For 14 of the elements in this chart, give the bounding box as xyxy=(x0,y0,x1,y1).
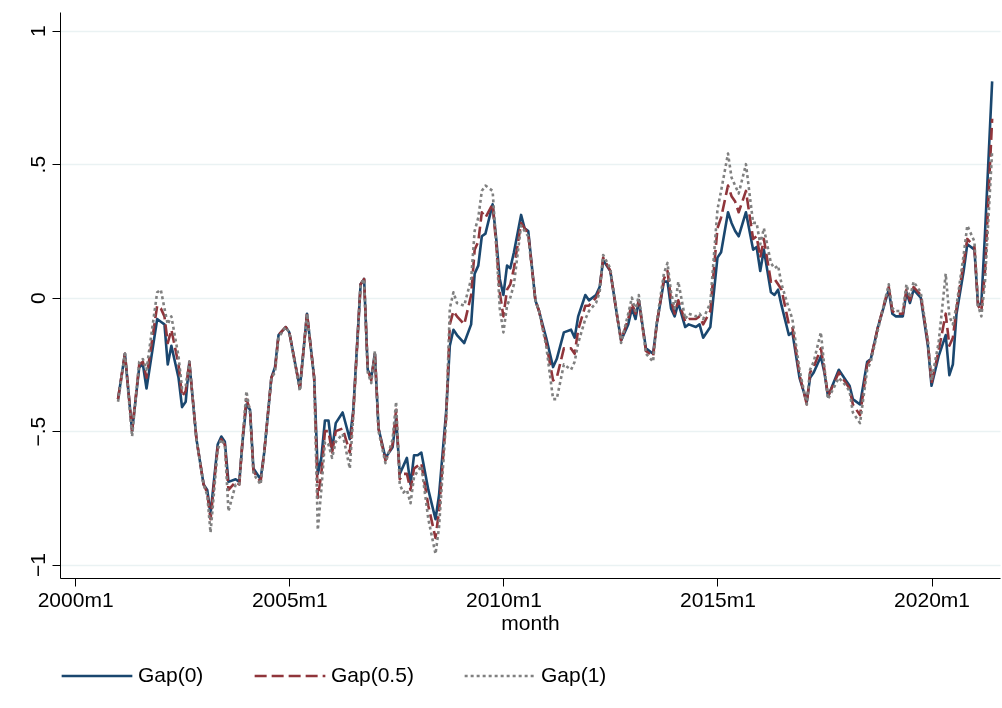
legend-label: Gap(1) xyxy=(541,663,607,686)
x-axis-title: month xyxy=(501,610,560,634)
y-tick-label: −1 xyxy=(25,553,49,578)
y-tick-label: −.5 xyxy=(25,416,49,447)
x-tick-label: 2015m1 xyxy=(680,587,756,611)
x-tick-label: 2005m1 xyxy=(251,587,328,611)
y-tick-label: .5 xyxy=(25,155,49,174)
legend-label: Gap(0.5) xyxy=(331,663,414,686)
y-tick-label: 0 xyxy=(25,292,49,305)
x-tick-label: 2000m1 xyxy=(37,587,114,611)
x-tick-label: 2010m1 xyxy=(465,587,542,611)
y-tick-label: 1 xyxy=(25,25,49,38)
legend-label: Gap(0) xyxy=(138,663,204,686)
x-tick-label: 2020m1 xyxy=(894,587,970,611)
